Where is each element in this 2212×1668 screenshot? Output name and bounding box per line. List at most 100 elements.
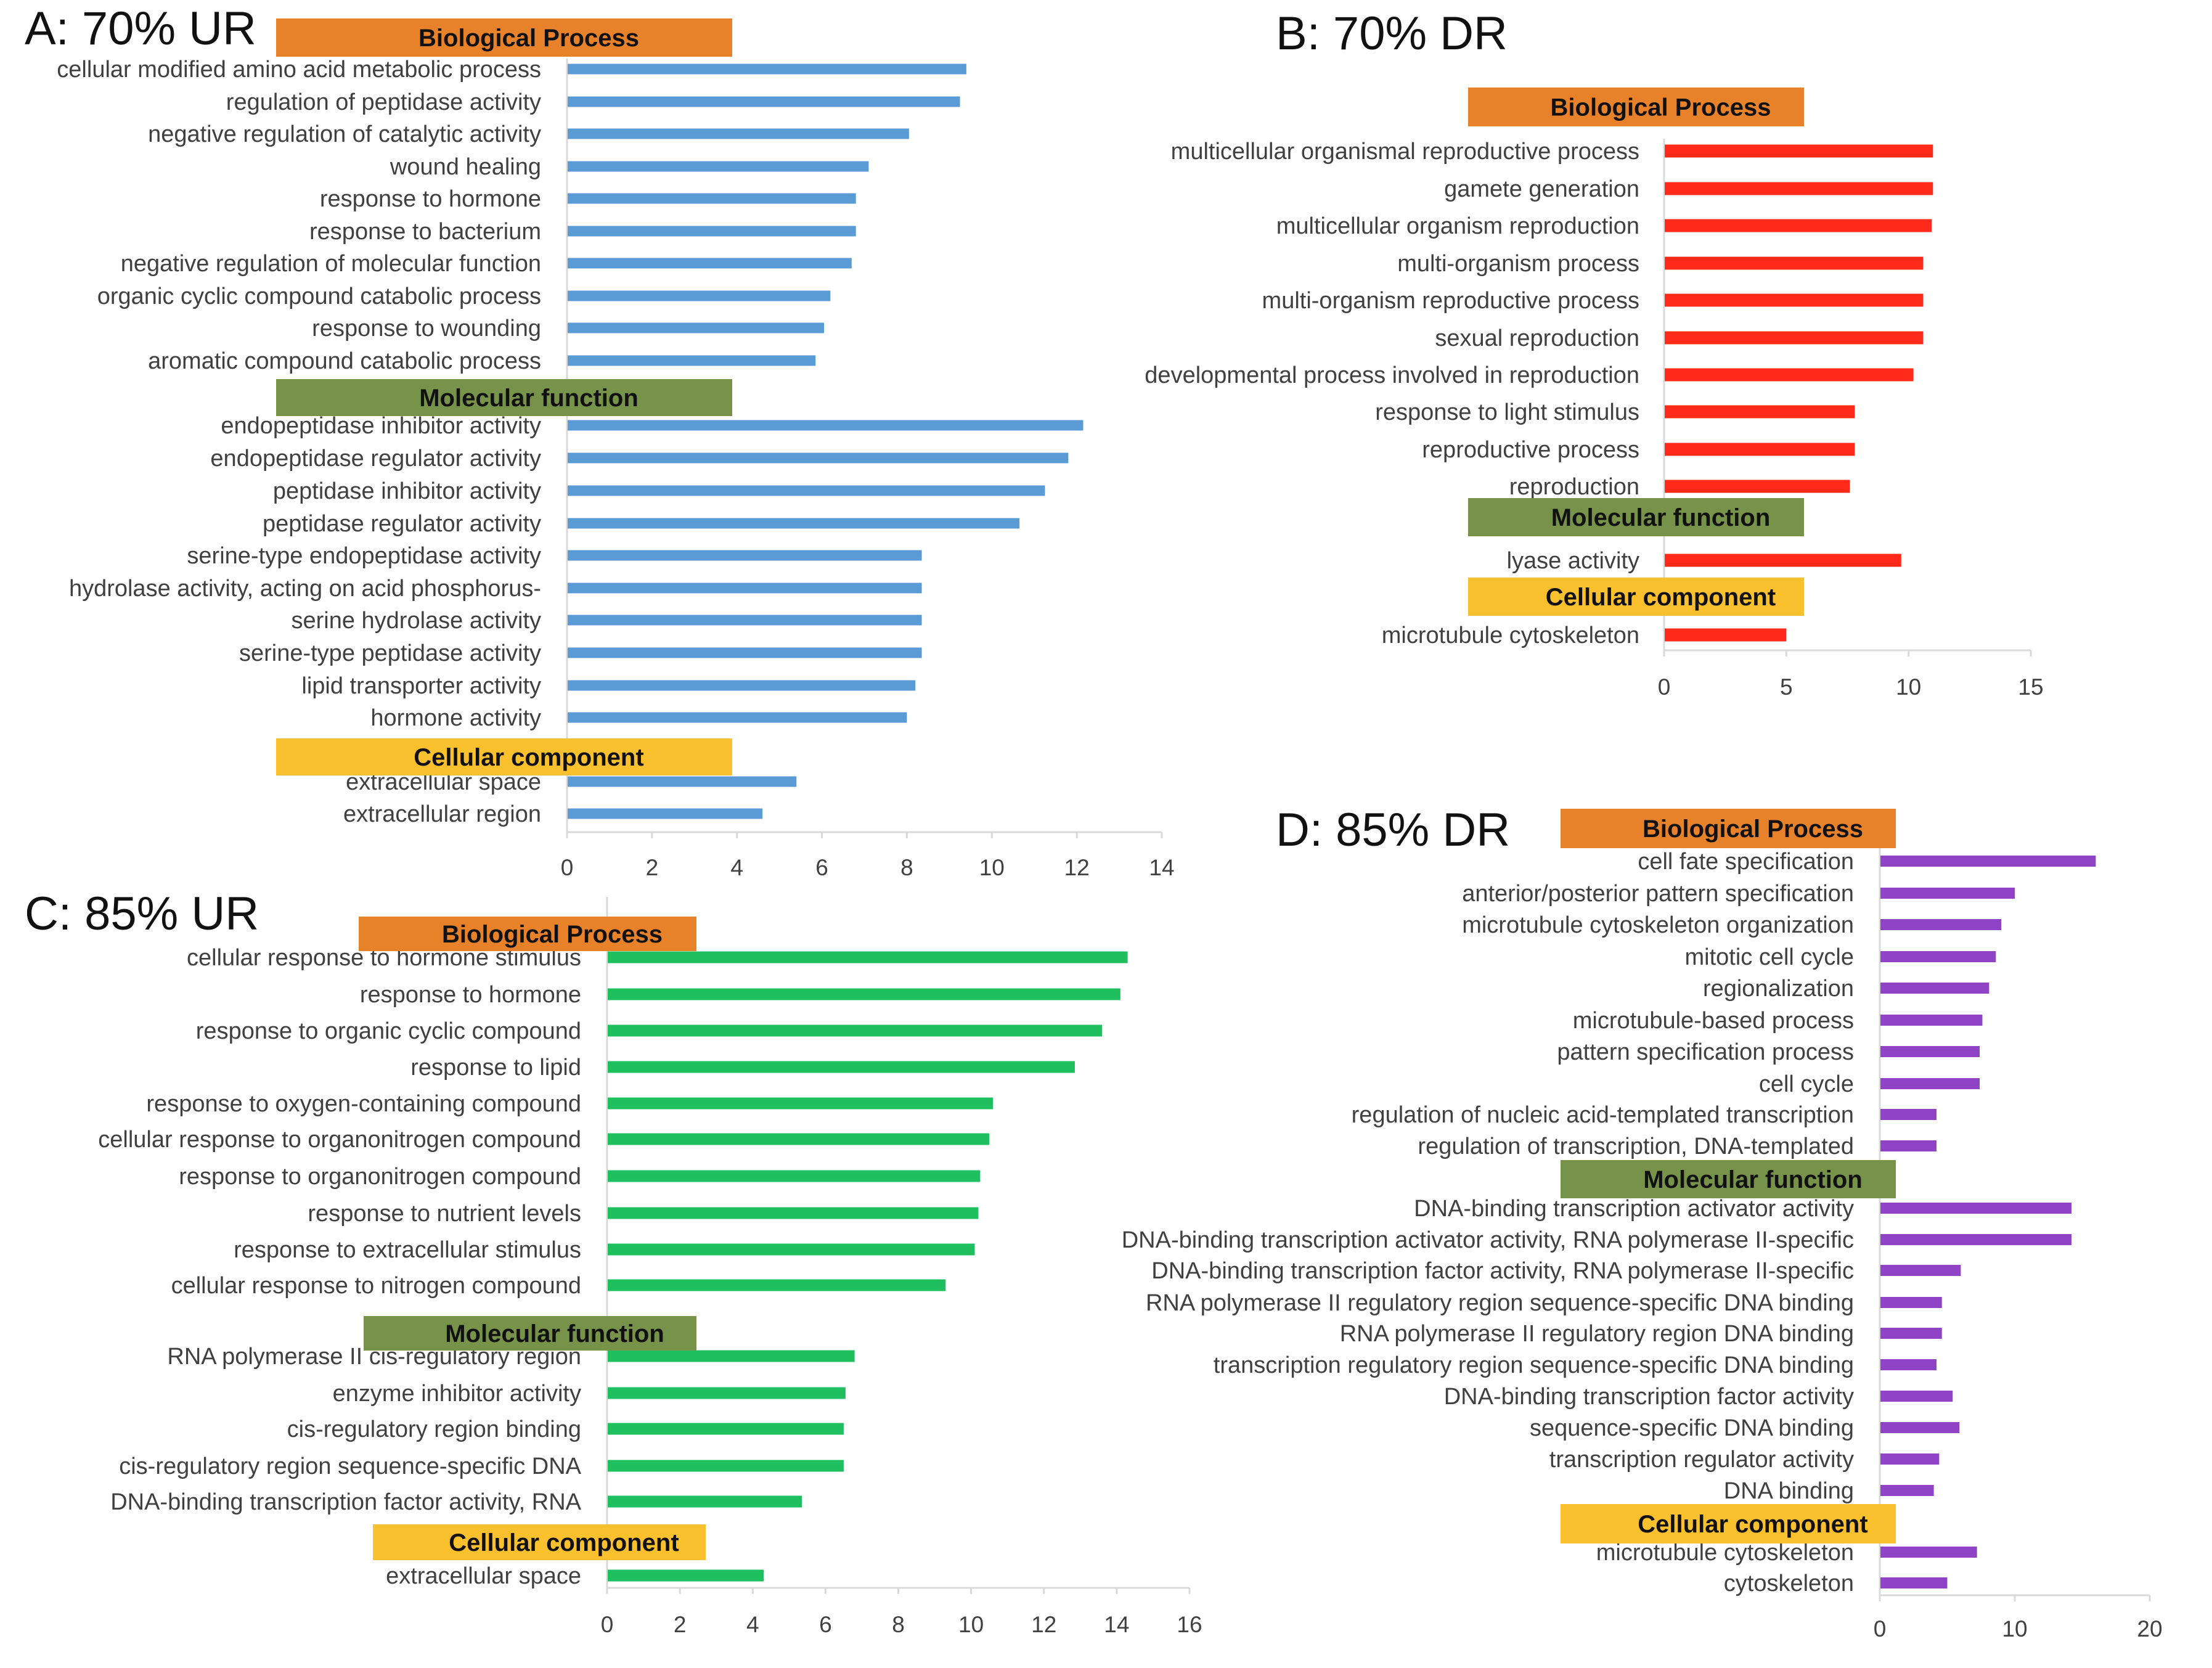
panel-title: C: 85% UR	[25, 888, 259, 940]
bar	[1880, 1015, 1983, 1026]
category-label: response to extracellular stimulus	[234, 1237, 581, 1263]
section-title: Cellular component	[414, 744, 643, 771]
x-tick-label: 2	[646, 855, 659, 880]
category-label: response to hormone	[320, 186, 541, 212]
section-title: Biological Process	[1643, 816, 1863, 843]
category-label: DNA binding	[1724, 1478, 1854, 1504]
bar	[608, 1024, 1103, 1037]
labels-layer: multicellular organismal reproductive pr…	[1145, 139, 1639, 648]
x-tick-label: 10	[2002, 1616, 2027, 1641]
bar	[1880, 919, 2002, 930]
category-label: mitotic cell cycle	[1685, 944, 1855, 970]
category-label: microtubule cytoskeleton organization	[1462, 912, 1854, 938]
labels-layer: cellular response to hormone stimulusres…	[98, 945, 581, 1589]
bar	[568, 550, 922, 561]
category-label: response to organonitrogen compound	[179, 1164, 581, 1190]
category-label: RNA polymerase II regulatory region DNA …	[1340, 1321, 1854, 1347]
section-banner-bg	[276, 379, 732, 416]
bar	[568, 712, 907, 723]
bar	[1880, 1140, 1937, 1151]
labels-layer: cell fate specification anterior/posterio…	[1122, 849, 1854, 1596]
section-banner-bg	[1468, 498, 1804, 536]
section-title: Cellular component	[1638, 1511, 1867, 1538]
category-label: aromatic compound catabolic process	[148, 348, 541, 374]
category-label: cis-regulatory region binding	[287, 1417, 581, 1442]
x-tick-label: 12	[1064, 855, 1090, 880]
x-tick-label: 10	[1896, 674, 1921, 700]
section-banner: Cellular component	[373, 1524, 706, 1560]
category-label: lipid transporter activity	[301, 673, 541, 699]
bar	[568, 583, 922, 594]
bar	[1880, 1265, 1961, 1276]
category-label: gamete generation	[1444, 176, 1639, 202]
bar	[1665, 443, 1855, 456]
bar	[568, 355, 816, 366]
bar	[608, 1061, 1075, 1073]
category-label: response to nutrient levels	[308, 1201, 581, 1227]
bar	[1665, 182, 1933, 195]
bar	[568, 776, 797, 787]
category-label: hormone activity	[370, 705, 541, 731]
bars-layer	[608, 951, 1128, 1582]
bar	[568, 647, 922, 658]
labels-layer: cellular modified amino acid metabolic p…	[57, 57, 541, 827]
bar	[1880, 1422, 1960, 1433]
category-label: wound healing	[390, 154, 541, 180]
category-label: transcription regulatory region sequence…	[1214, 1352, 1854, 1378]
x-tick-label: 10	[979, 855, 1005, 880]
bar	[568, 193, 856, 204]
category-label: microtubule cytoskeleton	[1382, 623, 1639, 648]
bar	[568, 258, 852, 269]
bar	[1665, 256, 1924, 270]
bar	[608, 1279, 946, 1291]
bar	[568, 615, 922, 626]
category-label: peptidase inhibitor activity	[273, 478, 541, 504]
panel-title: D: 85% DR	[1276, 804, 1510, 856]
x-tick-label: 12	[1031, 1612, 1056, 1637]
bar	[568, 485, 1045, 496]
category-label: serine-type peptidase activity	[239, 640, 541, 666]
bar	[608, 1350, 855, 1362]
category-label: multi-organism reproductive process	[1262, 288, 1639, 314]
section-title: Molecular function	[445, 1320, 664, 1347]
bar	[608, 1569, 764, 1582]
section-title: Molecular function	[419, 385, 639, 412]
bar	[568, 63, 966, 75]
category-label: cytoskeleton	[1724, 1571, 1854, 1596]
bar	[568, 680, 916, 691]
category-label: regionalization	[1703, 976, 1854, 1002]
category-label: extracellular space	[386, 1563, 581, 1589]
section-title: Biological Process	[442, 921, 663, 948]
section-title: Biological Process	[1551, 94, 1771, 121]
category-label: sequence-specific DNA binding	[1530, 1415, 1854, 1441]
category-label: reproduction	[1509, 474, 1639, 500]
banners-layer: Biological Process Molecular function Cell…	[359, 917, 706, 1560]
category-label: endopeptidase regulator activity	[210, 446, 541, 472]
section-banner: Biological Process	[1561, 809, 1896, 848]
bar	[568, 161, 869, 172]
category-label: regulation of nucleic acid-templated tra…	[1352, 1102, 1854, 1128]
category-label: multicellular organism reproduction	[1276, 213, 1639, 239]
section-banner-bg	[1468, 578, 1804, 616]
bar	[1880, 983, 1990, 994]
bar	[1880, 1078, 1980, 1089]
panel-title: B: 70% DR	[1276, 7, 1508, 60]
x-tick-label: 0	[1658, 674, 1671, 700]
section-title: Molecular function	[1551, 504, 1771, 531]
bar	[1880, 888, 2015, 899]
section-banner-bg	[364, 1316, 696, 1351]
category-label: response to hormone	[360, 982, 581, 1008]
bar	[1665, 405, 1855, 419]
bar	[1665, 554, 1901, 567]
category-label: reproductive process	[1422, 437, 1639, 463]
x-tick-label: 4	[730, 855, 743, 880]
bar	[1665, 144, 1933, 158]
category-label: cellular response to organonitrogen comp…	[98, 1127, 581, 1153]
bar	[1665, 628, 1787, 642]
section-banner: Molecular function	[276, 379, 732, 416]
bar	[608, 1460, 844, 1472]
x-tick-label: 6	[819, 1612, 832, 1637]
section-banner-bg	[359, 917, 696, 951]
bar	[1880, 1203, 2071, 1214]
section-banner-bg	[1468, 88, 1804, 126]
